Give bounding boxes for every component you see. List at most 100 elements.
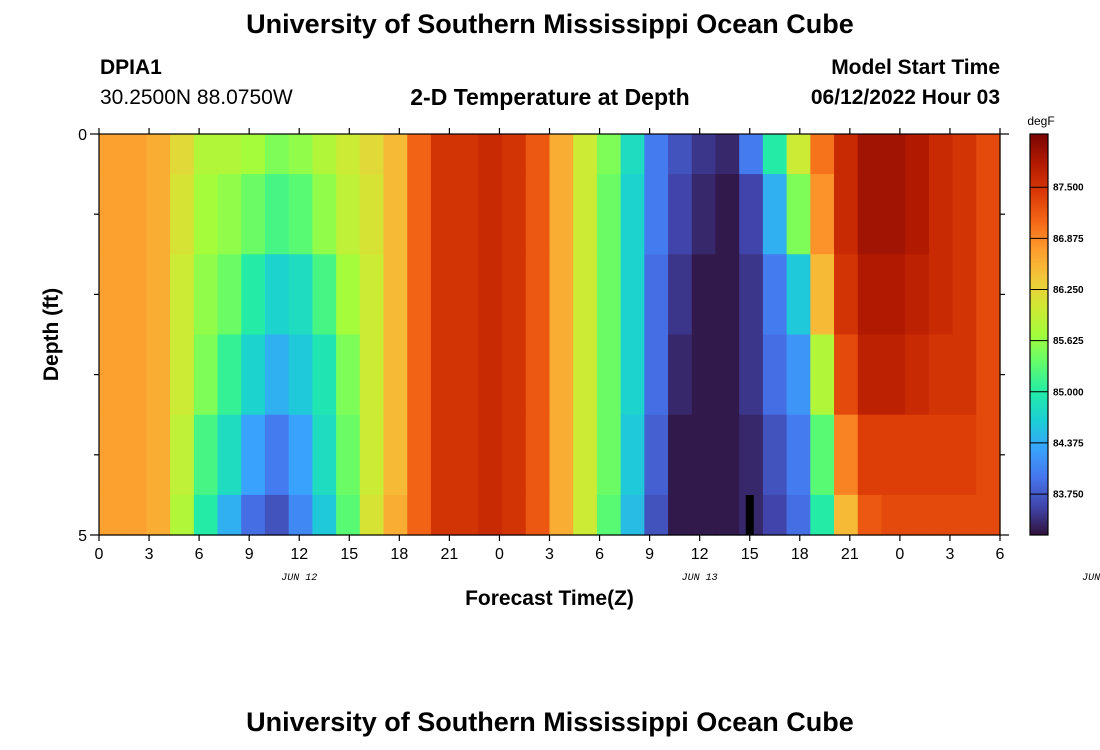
heatmap-cell — [691, 414, 717, 496]
heatmap-cell — [525, 414, 551, 496]
heatmap-cell — [383, 494, 408, 536]
heatmap-cell — [596, 254, 622, 336]
heatmap-cell — [122, 414, 148, 496]
heatmap-cell — [241, 334, 266, 416]
heatmap-cell — [834, 254, 859, 336]
heatmap-cell — [430, 494, 456, 536]
heatmap-cell — [288, 134, 313, 175]
heatmap-cell — [976, 494, 1001, 536]
colorbar-tick-label: 87.500 — [1053, 183, 1084, 194]
heatmap-cell — [644, 494, 669, 536]
heatmap-cell — [170, 174, 195, 255]
heatmap-cell — [881, 334, 906, 416]
heatmap-cell — [193, 134, 219, 175]
heatmap-cell — [454, 254, 479, 336]
heatmap-cell — [596, 414, 622, 496]
heatmap-cell — [217, 494, 242, 536]
heatmap-cell — [264, 334, 290, 416]
heatmap-cell — [312, 174, 337, 255]
heatmap-cell — [454, 134, 479, 175]
heatmap-cell — [762, 494, 788, 536]
heatmap-cell — [122, 134, 148, 175]
heatmap-cell — [834, 414, 859, 496]
heatmap-cell — [620, 134, 645, 175]
heatmap-cell — [122, 334, 148, 416]
heatmap-cell — [691, 334, 717, 416]
heatmap-cell — [359, 414, 385, 496]
colorbar — [1029, 133, 1049, 536]
x-tick-label: 12 — [691, 546, 709, 563]
heatmap-cell — [762, 174, 788, 255]
heatmap-cell — [573, 494, 598, 536]
heatmap-cell — [573, 174, 598, 255]
heatmap-cell — [668, 494, 693, 536]
heatmap-cell — [573, 134, 598, 175]
heatmap-cell — [454, 334, 479, 416]
colorbar-tick-label: 84.375 — [1053, 438, 1084, 449]
heatmap-cell — [146, 134, 171, 175]
heatmap-cell — [217, 134, 242, 175]
heatmap-cell — [170, 494, 195, 536]
heatmap-cell — [288, 254, 313, 336]
heatmap-cell — [573, 414, 598, 496]
heatmap-cell — [786, 494, 811, 536]
x-tick-label: 6 — [595, 546, 604, 563]
heatmap-cell — [99, 494, 124, 536]
y-tick-label: 0 — [78, 127, 87, 144]
heatmap-cell — [383, 414, 408, 496]
heatmap-cell — [99, 334, 124, 416]
heatmap-cell — [312, 254, 337, 336]
heatmap-cell — [525, 494, 551, 536]
heatmap-cell — [668, 334, 693, 416]
heatmap-cell — [241, 494, 266, 536]
x-tick-label: 3 — [545, 546, 554, 563]
missing-data-marker — [745, 495, 754, 535]
heatmap-cell — [857, 334, 883, 416]
y-axis-label: Depth (ft) — [40, 288, 63, 381]
heatmap-cell — [146, 334, 171, 416]
heatmap-cell — [264, 174, 290, 255]
x-tick-label: 9 — [645, 546, 654, 563]
heatmap-cell — [193, 494, 219, 536]
heatmap-cell — [430, 414, 456, 496]
plot-title: 2-D Temperature at Depth — [410, 84, 690, 110]
heatmap-cell — [193, 334, 219, 416]
heatmap-cell — [620, 174, 645, 255]
heatmap-cell — [478, 494, 503, 536]
heatmap-cell — [193, 254, 219, 336]
colorbar-tick-label: 83.750 — [1053, 490, 1084, 501]
heatmap-cell — [502, 174, 527, 255]
heatmap-cell — [596, 134, 622, 175]
heatmap-cell — [359, 254, 385, 336]
heatmap-cell — [383, 134, 408, 175]
heatmap-cell — [739, 174, 764, 255]
heatmap-cell — [146, 254, 171, 336]
heatmap-cell — [217, 174, 242, 255]
heatmap-cell — [525, 174, 551, 255]
heatmap-cell — [478, 254, 503, 336]
heatmap-cell — [691, 254, 717, 336]
heatmap-cell — [762, 254, 788, 336]
heatmap-cell — [928, 494, 954, 536]
station-id: DPIA1 — [100, 56, 162, 79]
date-label: JUN 12 — [281, 573, 317, 584]
heatmap-cell — [502, 494, 527, 536]
heatmap-cell — [834, 334, 859, 416]
heatmap-cell — [810, 494, 835, 536]
heatmap-cell — [336, 174, 361, 255]
heatmap-cell — [549, 494, 574, 536]
heatmap-cell — [502, 134, 527, 175]
heatmap-cell — [525, 334, 551, 416]
heatmap-cell — [668, 134, 693, 175]
heatmap-cell — [430, 334, 456, 416]
heatmap-cell — [976, 134, 1001, 175]
heatmap-cell — [502, 414, 527, 496]
heatmap-cell — [881, 414, 906, 496]
heatmap-cell — [430, 174, 456, 255]
heatmap-cell — [336, 334, 361, 416]
heatmap-cell — [928, 414, 954, 496]
heatmap-cell — [952, 334, 977, 416]
heatmap-cell — [691, 494, 717, 536]
x-tick-label: 0 — [95, 546, 104, 563]
